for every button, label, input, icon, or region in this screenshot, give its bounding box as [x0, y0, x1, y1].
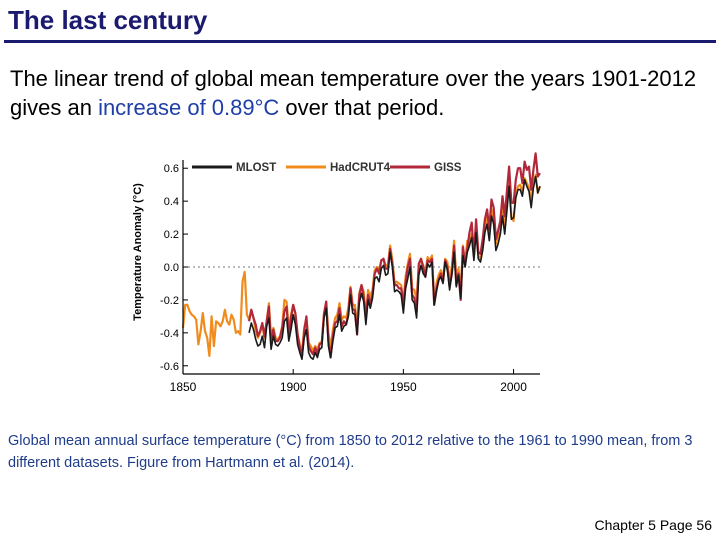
y-tick-label: -0.6 — [160, 361, 179, 373]
body-paragraph: The linear trend of global mean temperat… — [10, 64, 710, 122]
plot-area — [183, 160, 540, 374]
page-footer: Chapter 5 Page 56 — [594, 517, 712, 533]
body-text-highlight: increase of 0.89°C — [98, 95, 280, 120]
x-tick-label: 1850 — [170, 380, 197, 394]
y-tick-label: 0.2 — [164, 229, 179, 241]
title-divider — [4, 40, 716, 43]
y-axis-label: Temperature Anomaly (°C) — [132, 183, 144, 321]
x-tick-label: 2000 — [500, 380, 527, 394]
temperature-chart-svg: -0.6 -0.4 -0.2 0.0 0.2 0.4 0.6 1850 1900 1950 2000… — [132, 152, 542, 394]
series-line-mlost — [248, 175, 541, 360]
slide-title: The last century — [8, 5, 208, 35]
figure-caption: Global mean annual surface temperature (… — [8, 433, 693, 471]
legend-label-giss: GISS — [434, 162, 462, 174]
legend-label-hadcrut4: HadCRUT4 — [330, 162, 391, 174]
y-tick-label: -0.4 — [160, 328, 179, 340]
y-tick-label: 0.0 — [164, 262, 179, 274]
legend-label-mlost: MLOST — [236, 162, 276, 174]
body-text-end: over that period. — [279, 95, 445, 120]
y-tick-label: 0.4 — [164, 196, 179, 208]
body-text-start: The linear trend of global mean temperat… — [10, 66, 697, 120]
temperature-chart: -0.6 -0.4 -0.2 0.0 0.2 0.4 0.6 1850 1900 1950 2000… — [128, 152, 548, 407]
y-tick-label: -0.2 — [160, 295, 179, 307]
x-tick-label: 1950 — [390, 380, 417, 394]
y-tick-label: 0.6 — [164, 163, 179, 175]
x-tick-label: 1900 — [280, 380, 307, 394]
